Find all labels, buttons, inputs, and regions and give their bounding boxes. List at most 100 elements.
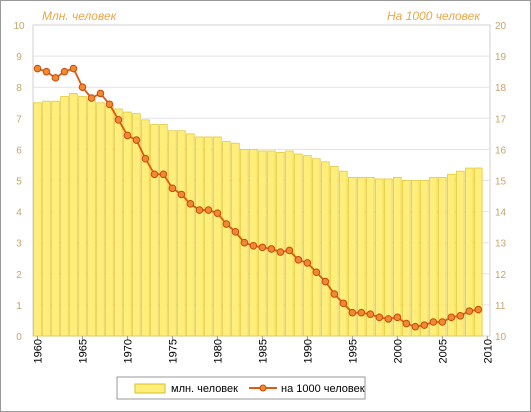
bar bbox=[276, 152, 285, 337]
bar bbox=[267, 150, 276, 337]
bar bbox=[123, 111, 132, 337]
line-point bbox=[69, 64, 78, 73]
line-point bbox=[348, 308, 357, 317]
x-tick-label: 1975 bbox=[167, 339, 179, 363]
line-point bbox=[447, 313, 456, 322]
x-tick-label: 1990 bbox=[302, 339, 314, 363]
line-point bbox=[465, 307, 474, 315]
left-tick-label: 5 bbox=[16, 177, 22, 188]
line-point bbox=[258, 243, 267, 252]
bar bbox=[438, 176, 447, 337]
left-tick-label: 9 bbox=[16, 52, 22, 63]
line-point bbox=[267, 245, 276, 253]
left-tick-label: 4 bbox=[16, 208, 22, 219]
legend-bar-swatch bbox=[134, 383, 166, 394]
bar bbox=[213, 136, 222, 337]
line-point bbox=[438, 318, 447, 326]
x-tick-label: 2000 bbox=[392, 339, 404, 363]
bar bbox=[222, 141, 231, 337]
bar bbox=[429, 176, 438, 337]
line-point bbox=[411, 322, 420, 331]
right-axis-label: На 1000 человек bbox=[387, 9, 481, 23]
line-point bbox=[393, 313, 402, 322]
line-point bbox=[222, 220, 231, 228]
bar bbox=[78, 96, 87, 337]
right-tick-label: 11 bbox=[495, 301, 506, 312]
x-tick-label: 1965 bbox=[77, 339, 89, 363]
line-point bbox=[33, 64, 42, 73]
line-point bbox=[321, 277, 330, 286]
bar bbox=[357, 176, 366, 337]
bar bbox=[159, 124, 168, 337]
bar bbox=[231, 142, 240, 337]
bar bbox=[204, 136, 213, 337]
x-tick-label: 1985 bbox=[257, 339, 269, 363]
bar bbox=[258, 150, 267, 337]
x-tick-label: 1960 bbox=[32, 339, 44, 363]
line-point bbox=[204, 206, 213, 214]
line-point bbox=[87, 94, 96, 102]
bar bbox=[375, 178, 384, 337]
line-point bbox=[249, 242, 258, 250]
bar bbox=[150, 124, 159, 337]
legend: млн. человек на 1000 человек bbox=[116, 376, 366, 400]
bar bbox=[69, 93, 78, 337]
line-point bbox=[303, 259, 312, 267]
bar bbox=[303, 155, 312, 337]
bar bbox=[285, 150, 294, 337]
line-point bbox=[177, 190, 186, 199]
bar bbox=[465, 167, 474, 337]
line-point bbox=[132, 136, 141, 144]
bar bbox=[456, 170, 465, 337]
x-axis-ticks: 1960 1965 1970 1975 1980 1985 1990 1995 2000 2005… bbox=[32, 336, 494, 363]
line-point bbox=[141, 154, 150, 163]
right-axis-ticks: 10 11 12 13 14 15 16 17 18 19 20 bbox=[495, 21, 507, 343]
right-tick-label: 14 bbox=[495, 208, 507, 219]
line-point bbox=[330, 290, 339, 298]
line-point bbox=[123, 131, 132, 140]
x-tick-label: 1980 bbox=[212, 339, 224, 363]
bar bbox=[330, 166, 339, 337]
legend-bar-label: млн. человек bbox=[171, 383, 238, 395]
bar bbox=[87, 99, 96, 337]
bar bbox=[402, 180, 411, 337]
bar bbox=[474, 167, 483, 337]
line-point bbox=[195, 206, 204, 214]
line-point bbox=[339, 299, 348, 308]
line-point bbox=[60, 67, 69, 76]
right-tick-label: 15 bbox=[495, 177, 507, 188]
right-tick-label: 18 bbox=[495, 83, 507, 94]
left-tick-label: 10 bbox=[13, 21, 25, 32]
right-tick-label: 17 bbox=[495, 114, 507, 125]
line-point bbox=[384, 315, 393, 323]
bar bbox=[177, 130, 186, 337]
right-tick-label: 16 bbox=[495, 145, 507, 156]
line-point bbox=[294, 256, 303, 264]
legend-line-marker bbox=[259, 384, 267, 392]
bar bbox=[321, 161, 330, 337]
line-point bbox=[186, 200, 195, 208]
line-point bbox=[231, 228, 240, 236]
bar bbox=[186, 133, 195, 337]
bar bbox=[312, 158, 321, 337]
right-tick-label: 13 bbox=[495, 239, 507, 250]
x-tick-label: 2005 bbox=[437, 339, 449, 363]
line-point bbox=[276, 248, 285, 256]
bar bbox=[42, 100, 51, 337]
bar bbox=[195, 136, 204, 337]
bar bbox=[105, 105, 114, 337]
line-point bbox=[159, 170, 168, 179]
line-point bbox=[357, 308, 366, 317]
line-point bbox=[96, 89, 105, 98]
line-point bbox=[402, 319, 411, 328]
bar bbox=[411, 180, 420, 337]
line-point bbox=[105, 100, 114, 109]
line-point bbox=[285, 246, 294, 255]
bar bbox=[114, 108, 123, 337]
left-tick-label: 2 bbox=[16, 270, 22, 281]
left-axis-label: Млн. человек bbox=[42, 9, 118, 23]
bar bbox=[420, 180, 429, 337]
bar bbox=[447, 173, 456, 337]
right-tick-label: 20 bbox=[495, 21, 507, 32]
line-point bbox=[366, 310, 375, 319]
